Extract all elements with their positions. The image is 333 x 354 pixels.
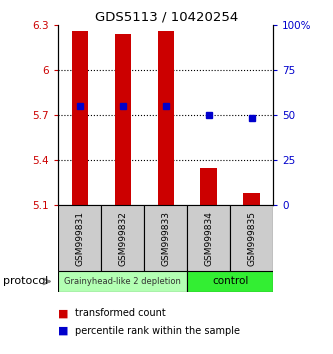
Text: control: control (212, 276, 248, 286)
Bar (243, 193, 260, 205)
Bar (72, 31, 88, 205)
Text: ■: ■ (58, 326, 69, 336)
Text: transformed count: transformed count (75, 308, 166, 318)
Bar (200, 168, 217, 205)
Text: protocol: protocol (3, 276, 49, 286)
Text: GDS5113 / 10420254: GDS5113 / 10420254 (95, 11, 238, 24)
Text: GSM999833: GSM999833 (161, 211, 170, 266)
Bar (101, 205, 144, 271)
Text: GSM999834: GSM999834 (204, 211, 213, 266)
Bar (144, 205, 187, 271)
Text: GSM999832: GSM999832 (118, 211, 127, 266)
Bar (115, 34, 131, 205)
Bar (187, 205, 230, 271)
Bar (230, 205, 273, 271)
Text: ■: ■ (58, 308, 69, 318)
Text: GSM999831: GSM999831 (75, 211, 84, 266)
Text: percentile rank within the sample: percentile rank within the sample (75, 326, 240, 336)
Text: GSM999835: GSM999835 (247, 211, 256, 266)
Text: Grainyhead-like 2 depletion: Grainyhead-like 2 depletion (64, 277, 181, 286)
Bar (58, 205, 101, 271)
Bar (158, 31, 174, 205)
Bar (187, 271, 273, 292)
Bar (58, 271, 187, 292)
